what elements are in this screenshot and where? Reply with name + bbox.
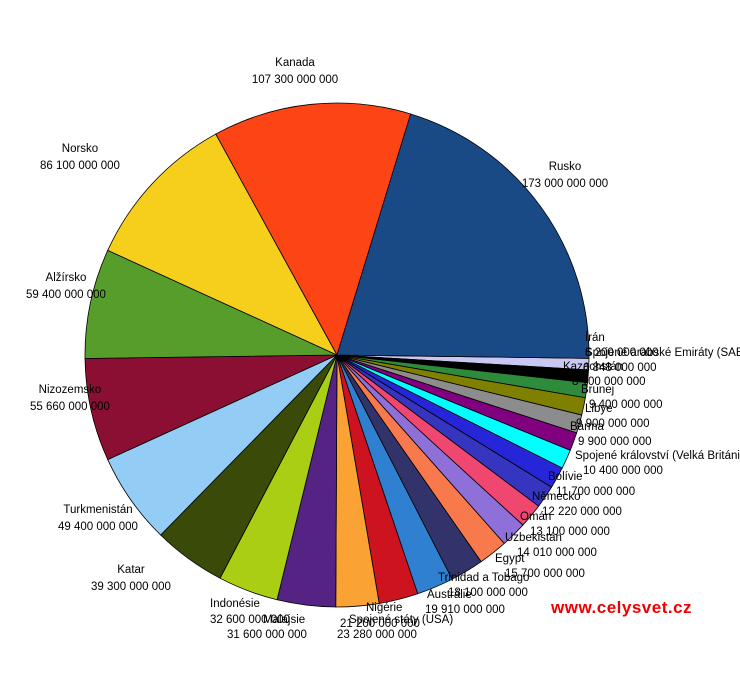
slice-label-name-kazachstan: Kazachstán [563,361,623,373]
slice-label-value-barma: 9 900 000 000 [578,436,652,448]
slice-label-name-alzirsko: Alžírsko [46,272,87,284]
slice-label-name-malajsie: Malajsie [263,614,305,626]
slice-label-name-brunej: Brunej [581,384,614,396]
slice-label-value-trinidad-a-tobago: 18 100 000 000 [448,587,528,599]
slice-label-name-rusko: Rusko [549,161,582,173]
slice-label-name-spojene-kralovstvi-velka-britanie: Spojené království (Velká Británie) [575,450,740,462]
slice-label-name-australie: Austrálie [427,589,472,601]
slice-label-name-norsko: Norsko [62,143,98,155]
slice-label-name-libye: Libye [585,403,613,415]
slice-label-value-spojene-staty-usa: 23 280 000 000 [337,629,417,641]
slice-label-name-spojene-arabske-emiraty-sae: Spojené arabské Emiráty (SAE) [585,347,740,359]
slice-label-value-spojene-kralovstvi-velka-britanie: 10 400 000 000 [583,465,663,477]
slice-label-name-turkmenistan: Turkmenistán [63,504,132,516]
slice-label-value-nemecko: 12 220 000 000 [542,506,622,518]
slice-label-value-rusko: 173 000 000 000 [522,178,608,190]
pie-slice-kanada [215,102,412,357]
slice-label-name-uzbekistan: Uzbekistán [505,532,562,544]
slice-label-value-iran: 6 200 000 000 [585,347,659,359]
pie-slice-norsko [107,133,338,356]
slice-label-name-oman: Omán [520,511,551,523]
slice-label-value-kazachstan: 8 100 000 000 [572,376,646,388]
slice-label-name-nizozemsko: Nizozemsko [39,384,102,396]
slice-label-value-indonesie: 32 600 000 000 [210,614,290,626]
slice-label-name-iran: Írán [585,331,605,344]
slice-label-value-uzbekistan: 14 010 000 000 [517,547,597,559]
slice-label-name-nigerie: Nigérie [366,602,402,614]
slice-label-value-alzirsko: 59 400 000 000 [26,289,106,301]
slice-label-value-norsko: 86 100 000 000 [40,160,120,172]
slice-label-value-spojene-arabske-emiraty-sae: 6 848 000 000 [583,362,657,374]
slice-label-value-libye: 9 900 000 000 [576,418,650,430]
slice-label-value-nizozemsko: 55 660 000 000 [30,401,110,413]
slice-label-name-barma: Barma [570,421,604,433]
slice-label-value-malajsie: 31 600 000 000 [227,629,307,641]
slice-label-value-australie: 19 910 000 000 [425,604,505,616]
slice-label-value-egypt: 15 700 000 000 [505,568,585,580]
pie-slice-rusko [336,113,590,359]
slice-label-value-turkmenistan: 49 400 000 000 [58,521,138,533]
slice-label-name-indonesie: Indonésie [210,598,260,610]
slice-label-value-brunej: 9 400 000 000 [589,399,663,411]
pie-slice-alzirsko [84,249,338,359]
slice-label-name-trinidad-a-tobago: Trinidad a Tobago [438,572,529,584]
slice-label-name-egypt: Egypt [495,553,525,565]
slice-label-value-katar: 39 300 000 000 [91,581,171,593]
slice-label-name-bolivie: Bolívie [548,471,583,483]
slice-label-value-nigerie: 21 200 000 000 [340,618,420,630]
watermark-link[interactable]: www.celysvet.cz [551,598,693,617]
slice-label-name-spojene-staty-usa: Spojené státy (USA) [349,614,453,626]
slice-label-name-katar: Katar [117,564,145,576]
slice-label-name-nemecko: Německo [532,491,581,503]
slice-label-name-kanada: Kanada [275,57,315,69]
slice-label-value-bolivie: 11 700 000 000 [556,486,635,498]
slice-label-value-oman: 13 100 000 000 [530,526,610,538]
slice-label-value-kanada: 107 300 000 000 [252,74,338,86]
